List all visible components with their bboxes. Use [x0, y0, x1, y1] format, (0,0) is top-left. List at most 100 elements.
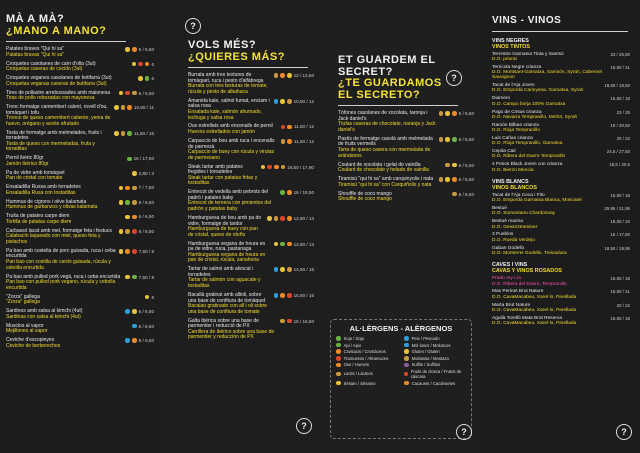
menu-item: Truita de patates carpe diem Tortilla de … [6, 214, 154, 225]
menu-item: Patates braves "Qui hi sa" Patatas bravas… [6, 46, 154, 58]
menu-item: "Zorza" gallega "Zorza" gallega 8 [6, 294, 154, 306]
allergen-dot-icon [404, 380, 409, 386]
dish-name-ca: Tosta de formatge amb melmelades, fruits… [6, 129, 102, 142]
allergen-dot-icon [280, 98, 285, 104]
allergen-dot-icon [280, 73, 285, 78]
wine-price: 19,50 / 21 [610, 289, 630, 295]
allergen-dot-icon [273, 267, 279, 273]
menu-item: Ceviche d'escopinyes Ceviche de berberech… [6, 337, 154, 349]
menu-item-text: Sardines amb salsa al kimchi (4ut) Sardin… [6, 308, 122, 320]
question-logo-icon: ? [446, 70, 462, 86]
allergen-dot-icon [280, 139, 286, 144]
menu-item: Shouffle de coco mango Shouffle de coco m… [338, 191, 474, 203]
dish-name-es: Pan de cristal con tomate [6, 175, 63, 182]
item-meta: 5 / 5,50 [438, 111, 474, 116]
wine-origin: D.O. Ribera del Duero Tempranillo [492, 154, 566, 160]
menu-item-text: Pa de vidre amb tomàquet Pan de cristal c… [6, 170, 129, 182]
allergen-name: Mostassa / Mostaza [411, 355, 449, 361]
allergen-dot-icon [114, 130, 119, 136]
item-meta: 6 / 6,50 [445, 163, 474, 168]
allergen-dot-icon [267, 164, 272, 170]
item-meta: 5 / 5,50 [125, 47, 154, 52]
question-logo-icon: ? [616, 424, 632, 440]
wine-text: Tacat de l'Aja Joven D.O. Empordà Carinye… [492, 83, 600, 94]
price: 18 / 19,50 [293, 190, 314, 196]
dish-name-es: Ensaladilla Rusa con tostaditas [6, 189, 76, 196]
price: 6 [151, 76, 154, 82]
allergen-dot-icon [144, 76, 150, 81]
allergen-entry: Cacauets / Cacahuetes [404, 381, 466, 386]
wine-item: 4 Pesos Black Joven con crianza D.O. Bier… [492, 162, 630, 173]
price: 11,50 / 16 [133, 130, 154, 136]
dish-name-es: Tartar de salmón con aguacate y tostadit… [188, 277, 261, 290]
price: 8 [151, 294, 154, 300]
allergen-legend: AL·LÈRGENS - ALÈRGENOS Soja / Soja Peix /… [330, 319, 472, 439]
dish-name-es: Tiras de pollo rebozadas con mayonesa [6, 95, 95, 102]
allergen-dot-icon [132, 229, 137, 234]
menu-item: Pastís de formatge casolà amb melmelada … [338, 136, 474, 159]
wine-section-ca: CAVES I VINS [492, 262, 528, 269]
dish-name-es: Croquetas veganas caseras de butifarra (… [6, 80, 107, 87]
item-meta: 6 / 6,50 [438, 177, 474, 182]
wine-text: Mas Perinet Brut Nature D.O. CavaMacabeu,… [492, 289, 606, 300]
dish-name-es: Carrillera de ibérico sobre una base de … [188, 328, 275, 341]
price: 6 / 6,50 [458, 136, 474, 142]
wine-price: 23 / 25 [616, 109, 630, 115]
allergen-dot-icon [287, 139, 292, 144]
allergen-dot-icon [280, 267, 285, 273]
allergen-dot-icon [336, 336, 341, 341]
allergen-name: Ous / Huevos [343, 362, 369, 368]
wine-item: Marta Brut Nature D.O. CavaMacabeu, Xarel… [492, 303, 630, 314]
menu-item: Croquetes casolanes de carn d'olla (3ut)… [6, 61, 154, 73]
wine-price: 24,5 / 27,50 [606, 149, 630, 155]
price: 6 [151, 61, 154, 67]
wine-name: Marta Brut Nature [492, 302, 531, 308]
item-meta: 9 / 9,50 [125, 338, 154, 343]
price: 11,50 / 12 [293, 124, 314, 130]
dish-name-ca: Truita de patates carpe diem [6, 213, 70, 220]
dish-name-ca: Sardines amb salsa al kimchi (4ut) [6, 308, 83, 315]
menu-item-text: Pernil ibèric 80gr Jamón ibérico 80gr [6, 156, 124, 167]
wine-text: Ramón Bilbao crianza D.O. Rioja Tempranil… [492, 123, 606, 134]
wine-name: Luis Cañas crianza [492, 135, 533, 141]
item-meta: 15,50 / 16 [273, 292, 314, 298]
wine-section-ca: VINS NEGRES [492, 37, 529, 44]
allergen-dot-icon [125, 229, 131, 234]
dish-name-es: Tosta de queso con mermeladas, fruta y t… [6, 140, 95, 153]
wine-price: 16,50 / 18 [610, 96, 630, 102]
dish-name-es: Tronco de queso camembert caliente, yema… [6, 115, 111, 127]
allergen-dot-icon [280, 216, 285, 221]
item-meta: 16,50 / 17,90 [260, 164, 314, 170]
allergen-dot-icon [127, 130, 132, 136]
dish-name-ca: Croquetes veganes casolanes de botifarra… [6, 75, 112, 82]
allergen-title: AL·LÈRGENS - ALÈRGENOS [349, 324, 453, 333]
section-title-es: ¿TE GUARDAMOS EL SECRETO? [338, 77, 442, 101]
price: 15,50 / 16 [293, 292, 314, 298]
dish-name-es: Hamburguesa vegana de heura en pan de cr… [188, 251, 266, 264]
wine-text: 3 Pueblos D.O. Rueda Verdejo [492, 232, 606, 243]
wine-text: Terrestre Garnatxa Tinta y Samsó D.O. pri… [492, 52, 606, 63]
dish-name-ca: Carbassó lacat amb mel, formatge feta i … [6, 227, 112, 234]
dish-name-es: Hummus de garbanzos y olivas kalamata [6, 204, 98, 211]
title-underline [188, 67, 308, 69]
price: 6 / 6,50 [458, 162, 474, 168]
allergen-name: Peix / Pescado [411, 336, 440, 341]
item-meta: 6 / 6,50 [118, 91, 154, 96]
item-meta: 10,50 / 12 [273, 98, 314, 104]
allergen-entry: Soja / Soja [336, 336, 398, 341]
allergen-name: Tramussos / Altramuces [343, 355, 389, 361]
allergen-dot-icon [336, 380, 341, 386]
dish-name-es: Ceviche de berberechos [6, 342, 61, 349]
wine-origin: D.O. Ribera del Duero, Tempranillo [492, 281, 567, 287]
wine-section-header: CAVES I VINS CAVAS Y VINOS ROSADOS [492, 262, 630, 274]
wine-origin: D.O. Somontano Chardonnay [492, 211, 556, 217]
section-title: VINS - VINOS [492, 15, 562, 26]
allergen-dot-icon [286, 190, 292, 196]
item-meta: 12,50 / 13 [273, 242, 314, 247]
menu-item-text: Coulant de xocolata i gelat de vainilla C… [338, 162, 442, 174]
dish-name-ca: Hummus de cigrons i olive kalamata [6, 198, 87, 205]
allergen-dot-icon [273, 73, 279, 78]
wine-item: Ramón Bilbao crianza D.O. Rioja Tempranil… [492, 123, 630, 134]
menu-item: Pa bao amb costella de porc guisada, ruc… [6, 248, 154, 271]
menu-item: Hummus de cigrons i olive kalamata Hummus… [6, 198, 154, 211]
